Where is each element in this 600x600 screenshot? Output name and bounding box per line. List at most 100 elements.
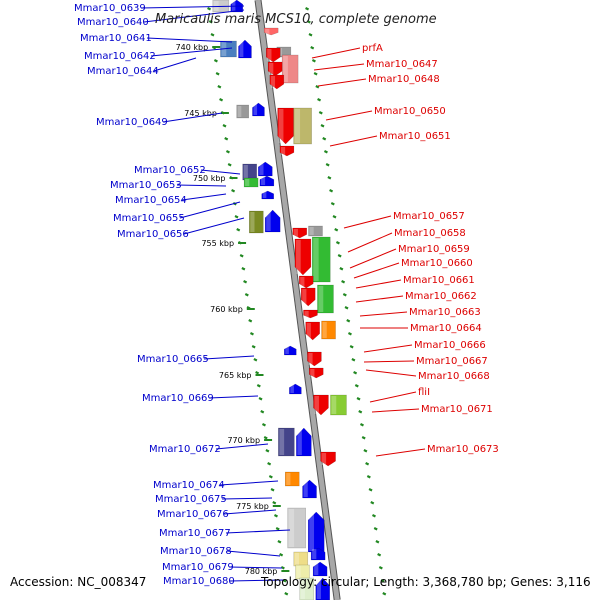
ruler-dots-right: [332, 215, 337, 219]
left-gene-leader: [219, 480, 279, 486]
ruler-dots-right: [382, 592, 387, 596]
right-gene-leader: [375, 448, 426, 457]
ruler-dots-left: [224, 137, 229, 141]
gene-0653: [243, 177, 259, 188]
gene-0652: [242, 163, 257, 181]
gene-0669-shape: [289, 383, 302, 395]
gene-0664: [305, 321, 320, 341]
gene-prfA: [266, 47, 281, 63]
gene-0680b-shine: [316, 579, 321, 599]
ruler-dots-left: [249, 332, 254, 336]
gene-fliI: [313, 394, 329, 416]
gene-0656-shine: [250, 212, 255, 232]
gene-0674: [284, 471, 300, 487]
left-gene-leader: [208, 395, 259, 399]
label-layer: Mmar10_0639 Mmar10_0640 Mmar10_0641 Mmar10_…: [74, 3, 499, 587]
gene-0648-shine: [270, 76, 276, 88]
gene-0664o-shine: [322, 322, 327, 338]
ruler-dots-right: [354, 384, 359, 388]
ruler-dots-right: [323, 150, 328, 154]
right-gene-label: Mmar10_0668: [418, 371, 490, 382]
left-gene-leader: [146, 37, 233, 43]
gene-0662-shine: [318, 286, 324, 312]
ruler-dots-right: [368, 488, 373, 492]
gene-top-red: [263, 27, 279, 36]
gene-0651b: [279, 145, 295, 157]
gene-0668: [308, 367, 324, 379]
ruler-dots-left: [219, 98, 224, 102]
accession-text: Accession: NC_008347: [10, 575, 146, 589]
left-gene-leader: [215, 443, 269, 450]
gene-0651: [293, 107, 312, 145]
left-gene-leader: [140, 5, 245, 9]
ruler-dots-right: [349, 345, 354, 349]
gene-0647b: [267, 61, 283, 77]
right-gene-leader: [371, 408, 420, 413]
left-gene-leader: [183, 217, 245, 235]
gene-0652b-shine: [259, 163, 264, 175]
ruler-dots-right: [306, 20, 311, 24]
track-layer: 740 kbp 745 kbp 750 kbp 755 kbp 760 kbp 765 k…: [176, 0, 387, 600]
ruler-dots-right: [327, 176, 332, 180]
gene-0647b-shape: [267, 61, 283, 77]
left-gene-label: Mmar10_0656: [117, 229, 189, 240]
gene-prfA-shape: [266, 47, 281, 63]
genome-title: Maricaulis maris MCS10, complete genome: [155, 12, 437, 27]
gene-0660: [298, 275, 314, 289]
kbp-label: 755 kbp: [201, 239, 234, 248]
gene-0672: [278, 427, 295, 457]
gene-0678b: [310, 547, 326, 561]
gene-0649-shine: [237, 106, 242, 117]
right-gene-leader: [343, 215, 392, 229]
ruler-dots-left: [268, 475, 273, 479]
ruler-dots-left: [280, 566, 285, 570]
ruler-dots-left: [241, 267, 246, 271]
ruler-dots-left: [260, 410, 265, 414]
gene-0662: [317, 284, 334, 314]
ruler-dots-right: [310, 46, 315, 50]
gene-0639-shine: [213, 1, 219, 11]
gene-0663-shape: [303, 309, 318, 319]
left-gene-label: Mmar10_0674: [153, 480, 225, 491]
gene-0647-shine: [283, 56, 288, 82]
gene-0650: [277, 107, 294, 145]
right-gene-label: Mmar10_0659: [398, 244, 470, 255]
right-gene-label: Mmar10_0662: [405, 291, 477, 302]
gene-0660-shine: [300, 277, 305, 287]
ruler-dots-right: [320, 124, 325, 128]
right-gene-label: Mmar10_0657: [393, 211, 465, 222]
gene-0644: [238, 39, 252, 59]
left-gene-label: Mmar10_0639: [74, 3, 146, 14]
ruler-dots-right: [366, 475, 371, 479]
gene-0650-shape: [277, 107, 294, 145]
gene-0658-shine: [295, 240, 301, 274]
left-gene-label: Mmar10_0649: [96, 117, 168, 128]
gene-0649: [236, 104, 249, 119]
left-gene-label: Mmar10_0655: [113, 213, 185, 224]
left-gene-leader: [143, 9, 245, 23]
right-gene-label: Mmar10_0648: [368, 74, 440, 85]
ruler-dots-left: [253, 358, 258, 362]
gene-0673-shape: [320, 451, 336, 467]
kbp-label: 740 kbp: [176, 43, 209, 52]
gene-0679b-shine: [314, 563, 319, 575]
ruler-dots-right: [318, 111, 323, 115]
ruler-dots-right: [344, 306, 349, 310]
gene-0656b-shape: [264, 209, 281, 233]
gene-0669-shine: [290, 385, 294, 393]
ruler-dots-right: [342, 293, 347, 297]
gene-0675-shine: [303, 481, 308, 497]
ruler-dots-right: [313, 72, 318, 76]
gene-0677b: [307, 511, 325, 553]
right-gene-leader: [313, 63, 365, 71]
ruler-dots-left: [284, 592, 289, 596]
ruler-dots-left: [236, 228, 241, 232]
gene-top-red-shape: [263, 27, 279, 36]
gene-0651b-shape: [279, 145, 295, 157]
gene-0651-shine: [294, 109, 301, 143]
gene-0653b-shape: [259, 175, 275, 187]
gene-0677b-shape: [307, 511, 325, 553]
gene-0668-shine: [310, 369, 315, 377]
right-gene-leader: [363, 360, 415, 363]
ruler-dots-right: [363, 449, 368, 453]
